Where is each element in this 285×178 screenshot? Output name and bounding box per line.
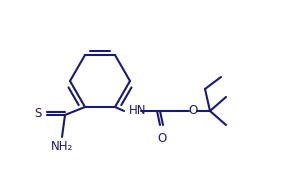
Text: S: S <box>34 107 42 120</box>
Text: HN: HN <box>129 104 146 117</box>
Text: O: O <box>157 132 166 145</box>
Text: O: O <box>188 104 198 117</box>
Text: NH₂: NH₂ <box>51 140 73 153</box>
